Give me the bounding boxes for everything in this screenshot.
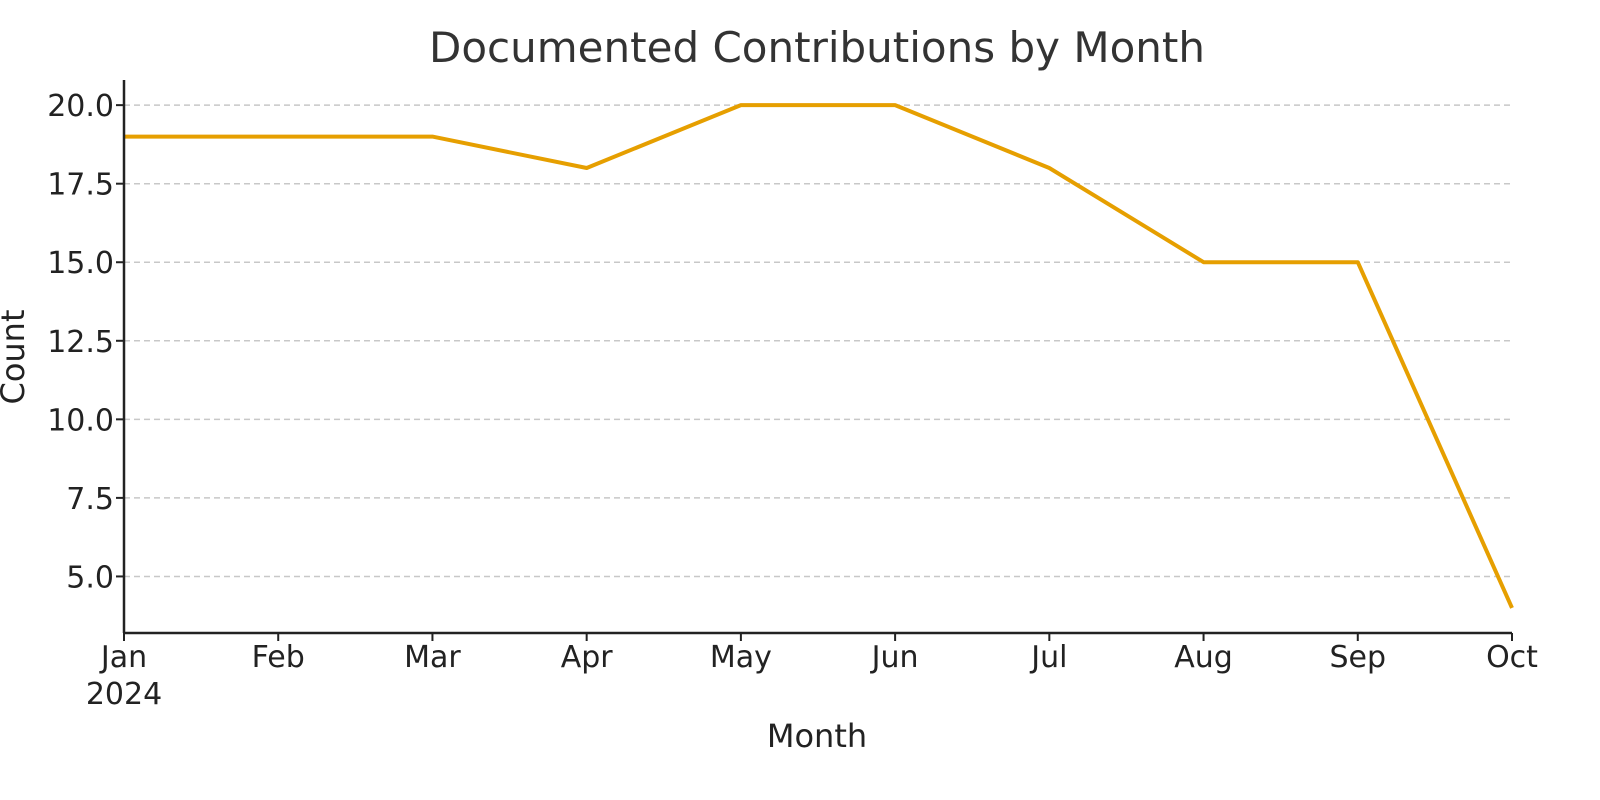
x-tick-label: Jan <box>99 640 147 675</box>
y-tick-label: 5.0 <box>66 560 114 595</box>
y-tick-label: 12.5 <box>47 325 114 360</box>
y-tick-label: 15.0 <box>47 246 114 281</box>
x-tick-label: May <box>710 640 772 675</box>
x-tick-label: Apr <box>561 640 614 675</box>
y-tick-label: 7.5 <box>66 482 114 517</box>
x-tick-label: Aug <box>1174 640 1233 675</box>
x-tick-label: Mar <box>404 640 461 675</box>
x-tick-labels: Jan Feb Mar Apr May Jun Jul Aug Sep Oct 2024 <box>86 633 1538 712</box>
chart-title: Documented Contributions by Month <box>429 23 1205 72</box>
x-tick-label: Feb <box>252 640 305 675</box>
x-tick-label: Jul <box>1029 640 1067 675</box>
y-tick-label: 10.0 <box>47 403 114 438</box>
x-tick-label: Jun <box>870 640 919 675</box>
y-axis-label: Count <box>0 309 32 404</box>
y-tick-label: 20.0 <box>47 89 114 124</box>
y-tick-labels: 5.0 7.5 10.0 12.5 15.0 17.5 20.0 <box>47 89 124 595</box>
x-year-label: 2024 <box>86 677 162 712</box>
x-tick-label: Sep <box>1330 640 1387 675</box>
axes <box>122 80 1512 635</box>
y-tick-label: 17.5 <box>47 168 114 203</box>
x-tick-label: Oct <box>1486 640 1538 675</box>
x-axis-label: Month <box>767 717 867 755</box>
series-layer <box>123 103 1514 609</box>
series-line <box>124 103 1514 609</box>
grid-lines <box>124 104 1512 578</box>
